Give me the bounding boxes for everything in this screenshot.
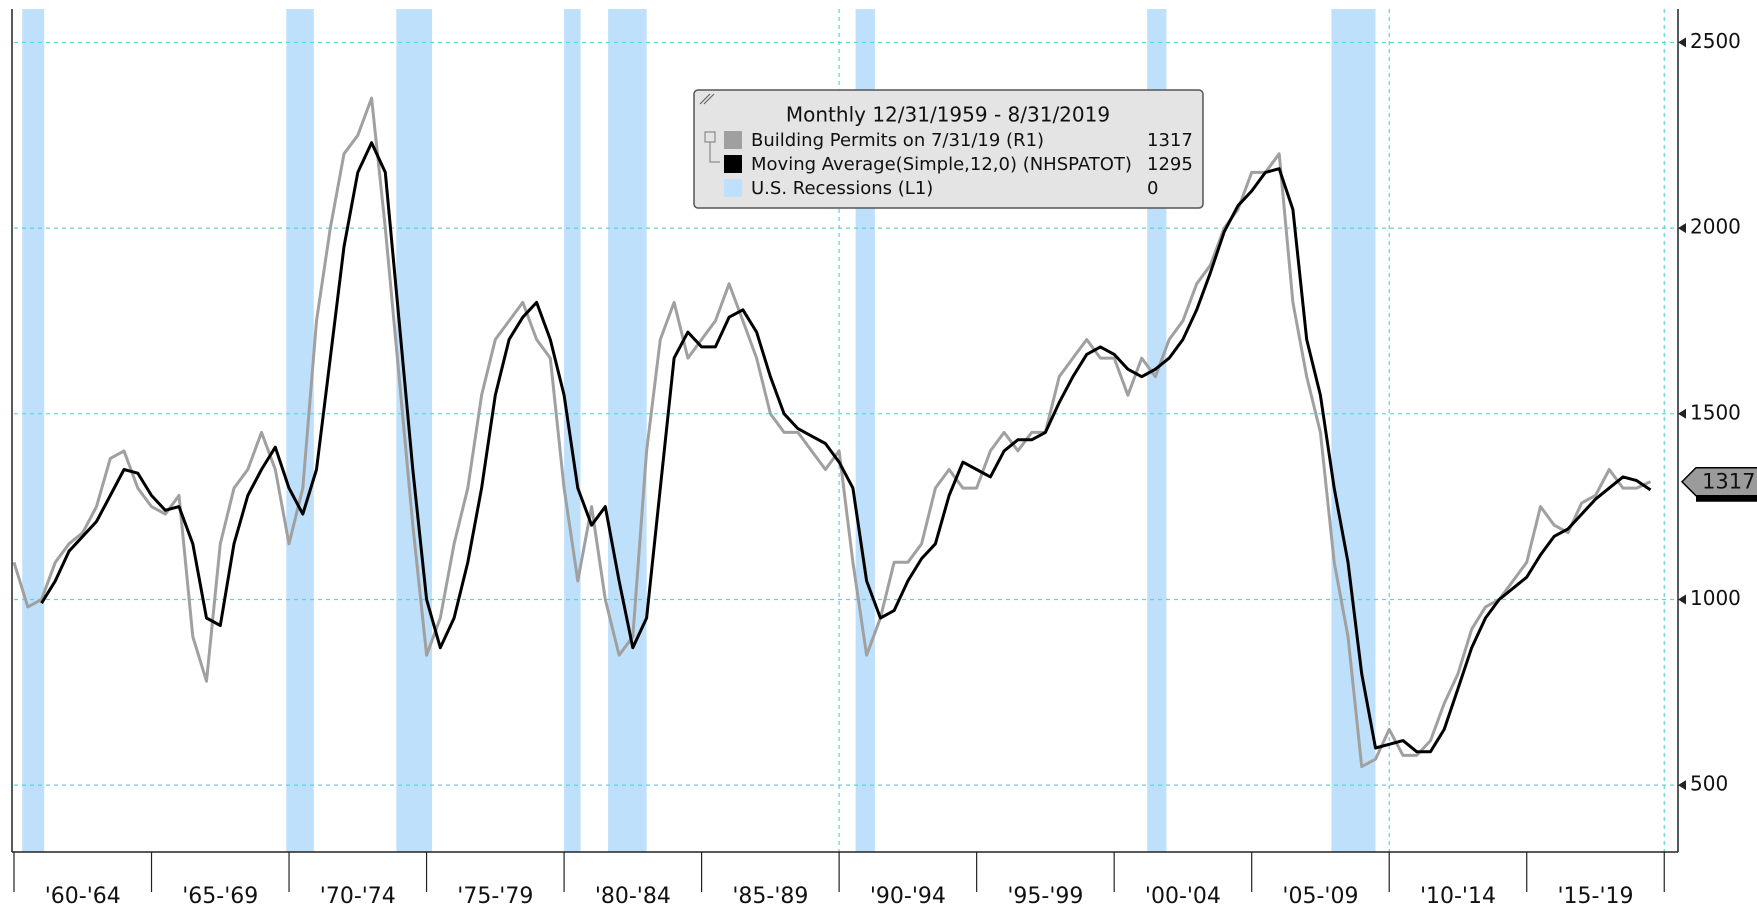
y-tick <box>1678 780 1686 791</box>
last-value-label: 1317 <box>1702 470 1755 494</box>
y-tick <box>1678 223 1686 234</box>
legend-swatch <box>724 155 742 173</box>
x-period-label: '65-'69 <box>182 884 258 909</box>
legend-connector <box>709 142 720 163</box>
legend-label: Building Permits on 7/31/19 (R1) <box>751 130 1044 151</box>
legend-swatch <box>724 131 742 149</box>
x-period-label: '15-'19 <box>1557 884 1633 909</box>
recession-band <box>564 9 581 852</box>
legend: Monthly 12/31/1959 - 8/31/2019 Building … <box>693 89 1204 209</box>
x-period-label: '60-'64 <box>45 884 121 909</box>
x-period-label: '85-'89 <box>732 884 808 909</box>
x-period-label: '90-'94 <box>870 884 946 909</box>
recession-band <box>1331 9 1376 852</box>
x-period-label: '70-'74 <box>320 884 396 909</box>
recession-band <box>1147 9 1167 852</box>
last-value-tag <box>1680 466 1757 497</box>
x-period-label: '05-'09 <box>1282 884 1358 909</box>
legend-value: 1295 <box>1147 154 1193 175</box>
legend-label: U.S. Recessions (L1) <box>751 178 933 199</box>
legend-value: 0 <box>1147 178 1158 199</box>
recession-band <box>286 9 314 852</box>
recession-band <box>396 9 433 852</box>
legend-swatch <box>724 179 742 197</box>
y-tick-label: 2000 <box>1690 215 1741 239</box>
y-tick <box>1678 37 1686 48</box>
last-value-tag-ma <box>1696 495 1757 502</box>
recession-band <box>608 9 647 852</box>
x-period-label: '95-'99 <box>1007 884 1083 909</box>
plot-area <box>12 9 1678 852</box>
legend-title: Monthly 12/31/1959 - 8/31/2019 <box>786 103 1110 127</box>
series-line <box>12 96 1652 769</box>
legend-box <box>693 89 1204 209</box>
legend-corner <box>699 93 715 105</box>
x-period-label: '00-'04 <box>1145 884 1221 909</box>
legend-label: Moving Average(Simple,12,0) (NHSPATOT) <box>751 154 1132 175</box>
series-line <box>40 141 1652 754</box>
y-tick-label: 1500 <box>1690 400 1741 424</box>
y-tick-label: 1000 <box>1690 586 1741 610</box>
x-period-label: '75-'79 <box>457 884 533 909</box>
y-tick <box>1678 594 1686 605</box>
x-period-label: '10-'14 <box>1420 884 1496 909</box>
recession-band <box>22 9 45 852</box>
y-tick-label: 500 <box>1690 772 1728 796</box>
y-tick-label: 2500 <box>1690 29 1741 53</box>
legend-value: 1317 <box>1147 130 1193 151</box>
x-period-label: '80-'84 <box>595 884 671 909</box>
y-tick <box>1678 408 1686 419</box>
recession-band <box>855 9 875 852</box>
